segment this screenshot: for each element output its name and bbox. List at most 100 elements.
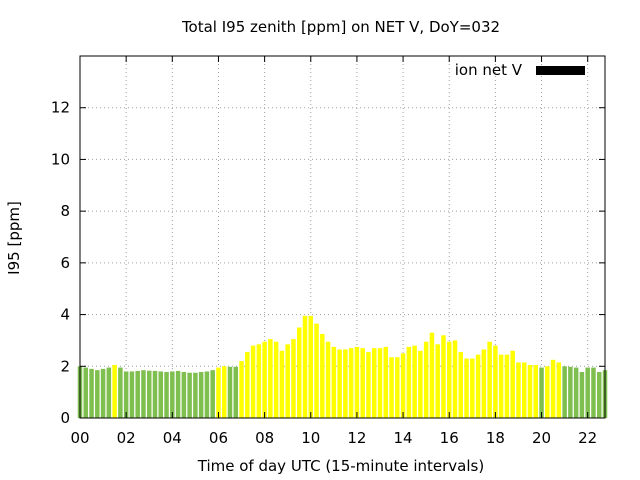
bar — [302, 315, 308, 418]
bar — [527, 364, 533, 418]
bar — [591, 367, 596, 418]
bar — [343, 349, 348, 418]
bar — [268, 339, 273, 418]
bar — [545, 366, 550, 418]
bar — [487, 341, 492, 418]
bar — [95, 370, 100, 418]
bar — [83, 367, 89, 418]
bar — [135, 370, 140, 418]
bar — [579, 371, 585, 418]
bar — [221, 366, 227, 418]
bar — [395, 357, 400, 418]
x-tick-label: 12 — [347, 429, 366, 447]
bar — [423, 341, 429, 418]
bar — [273, 341, 279, 418]
bar — [429, 332, 435, 418]
bar — [435, 344, 440, 418]
bar — [308, 315, 314, 418]
y-tick-label: 0 — [60, 409, 70, 427]
x-tick-label: 02 — [117, 429, 136, 447]
y-tick-label: 10 — [51, 150, 70, 168]
x-tick-label: 08 — [255, 429, 274, 447]
bar — [516, 362, 521, 418]
bar — [216, 367, 221, 418]
bar — [568, 366, 573, 418]
bar — [262, 341, 267, 418]
y-tick-label: 4 — [60, 306, 70, 324]
bar — [464, 358, 469, 418]
bar — [452, 340, 458, 418]
bar — [400, 353, 406, 418]
bar — [100, 368, 106, 418]
bar — [239, 361, 244, 418]
plot-area — [80, 56, 605, 418]
bar-series — [77, 315, 608, 418]
bar — [118, 367, 123, 418]
bar — [458, 352, 464, 418]
bar — [250, 345, 256, 418]
bar — [227, 366, 233, 418]
bar — [314, 323, 319, 418]
bar — [475, 354, 481, 418]
bar — [320, 333, 325, 418]
bar — [539, 367, 544, 418]
bar — [331, 346, 337, 418]
bar — [193, 372, 198, 418]
y-tick-label: 8 — [60, 202, 70, 220]
bar — [470, 358, 475, 418]
x-axis: 00 02 04 06 08 10 12 14 16 18 20 22 — [70, 56, 597, 447]
bar — [412, 345, 417, 418]
y-tick-label: 2 — [60, 357, 70, 375]
bar — [498, 354, 504, 418]
bar — [198, 371, 204, 418]
bar — [573, 367, 579, 418]
bar — [152, 370, 158, 418]
bar — [377, 348, 383, 418]
bar — [585, 367, 590, 418]
bar — [129, 371, 135, 418]
bar — [187, 372, 192, 418]
bar — [418, 350, 423, 418]
bar — [389, 357, 394, 418]
x-tick-label: 10 — [301, 429, 320, 447]
x-tick-label: 18 — [486, 429, 505, 447]
chart-title: Total I95 zenith [ppm] on NET V, DoY=032 — [181, 18, 500, 36]
bar — [181, 371, 187, 418]
bar — [123, 371, 129, 418]
bar — [550, 359, 556, 418]
x-axis-label: Time of day UTC (15-minute intervals) — [197, 457, 484, 475]
bar — [596, 371, 602, 418]
plot-frame — [79, 55, 606, 419]
bar — [106, 367, 112, 418]
bar — [291, 339, 296, 418]
bar — [285, 344, 290, 418]
x-tick-label: 14 — [394, 429, 413, 447]
bar — [141, 370, 146, 418]
legend-label: ion net V — [455, 61, 523, 79]
y-axis: 0 2 4 6 8 10 12 — [51, 99, 605, 427]
bar — [112, 364, 117, 418]
bar — [562, 366, 567, 418]
bar — [158, 371, 164, 418]
bar — [521, 362, 527, 418]
legend: ion net V — [455, 61, 585, 79]
bar — [446, 341, 452, 418]
bar — [164, 371, 169, 418]
legend-swatch — [536, 66, 585, 75]
bar — [245, 352, 250, 418]
x-tick-label: 20 — [532, 429, 551, 447]
bar — [371, 348, 377, 418]
bar — [510, 350, 515, 418]
bar — [146, 370, 152, 418]
bar — [533, 364, 539, 418]
bar — [170, 371, 175, 418]
y-tick-label: 12 — [51, 99, 70, 117]
bar — [383, 346, 389, 418]
bar — [296, 327, 302, 418]
x-tick-label: 16 — [440, 429, 459, 447]
x-tick-label: 04 — [163, 429, 182, 447]
x-tick-label: 06 — [209, 429, 228, 447]
y-axis-label: I95 [ppm] — [5, 201, 23, 275]
y-tick-label: 6 — [60, 254, 70, 272]
